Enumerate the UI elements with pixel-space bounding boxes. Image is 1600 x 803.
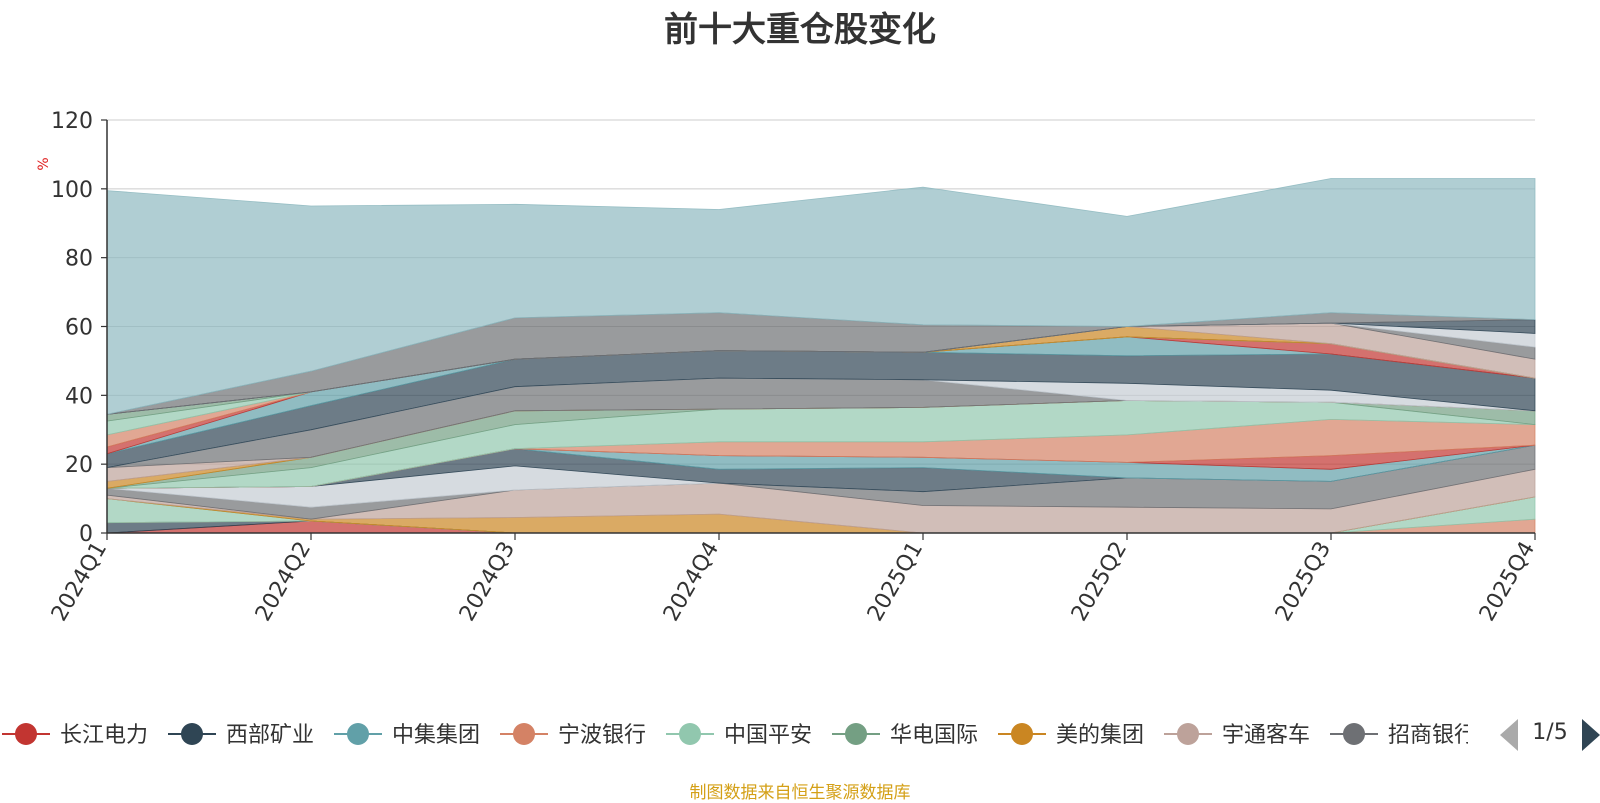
legend-item[interactable]: 西部矿业 [168, 723, 314, 748]
legend-item[interactable]: 宁波银行 [500, 723, 646, 748]
x-tick-label: 2025Q3 [1271, 538, 1336, 626]
legend-items: 长江电力西部矿业中集集团宁波银行中国平安华电国际美的集团宇通客车招商银行上汽集团… [2, 723, 1476, 748]
legend-label: 美的集团 [1056, 723, 1144, 748]
legend-label: 中集集团 [392, 723, 480, 748]
legend-item[interactable]: 美的集团 [998, 723, 1144, 748]
legend-label: 华电国际 [890, 723, 978, 748]
y-tick-label: 80 [65, 247, 93, 272]
legend-item[interactable]: 中集集团 [334, 723, 480, 748]
x-tick-label: 2024Q1 [47, 538, 112, 626]
legend-item[interactable]: 华电国际 [832, 723, 978, 748]
x-tick-label: 2025Q4 [1475, 538, 1540, 626]
legend-marker-icon [679, 723, 701, 745]
legend-marker-icon [513, 723, 535, 745]
legend-item[interactable]: 宇通客车 [1164, 723, 1310, 748]
y-tick-label: 20 [65, 453, 93, 478]
legend-label: 长江电力 [60, 723, 148, 748]
source-note: 制图数据来自恒生聚源数据库 [689, 783, 911, 803]
legend-marker-icon [1177, 723, 1199, 745]
x-tick-label: 2025Q1 [863, 538, 928, 626]
y-axis-label: % [36, 157, 52, 170]
legend-item[interactable]: 长江电力 [2, 723, 148, 748]
legend-page-indicator: 1/5 [1532, 720, 1568, 745]
legend-label: 宇通客车 [1222, 723, 1310, 748]
legend-marker-icon [1343, 723, 1365, 745]
legend-label: 宁波银行 [558, 723, 646, 748]
legend-prev-icon[interactable] [1500, 719, 1518, 751]
legend-marker-icon [347, 723, 369, 745]
x-tick-label: 2024Q4 [659, 538, 724, 626]
legend-marker-icon [1011, 723, 1033, 745]
legend-marker-icon [15, 723, 37, 745]
legend-next-icon[interactable] [1582, 719, 1600, 751]
legend-layer: 长江电力西部矿业中集集团宁波银行中国平安华电国际美的集团宇通客车招商银行上汽集团… [2, 723, 1476, 748]
y-tick-label: 40 [65, 384, 93, 409]
y-tick-label: 120 [51, 109, 93, 134]
y-tick-label: 0 [79, 522, 93, 547]
area-layer [106, 178, 1536, 534]
y-tick-label: 60 [65, 316, 93, 341]
legend-item[interactable]: 招商银行 [1330, 723, 1476, 748]
legend-label: 招商银行 [1388, 723, 1476, 748]
area-series [106, 178, 1536, 415]
legend-label: 西部矿业 [226, 723, 314, 748]
legend-marker-icon [181, 723, 203, 745]
legend-item[interactable]: 中国平安 [666, 723, 812, 748]
x-tick-label: 2024Q2 [251, 538, 316, 626]
legend-pager: 1/5 [1500, 719, 1600, 753]
x-tick-label: 2024Q3 [455, 538, 520, 626]
chart-title: 前十大重仓股变化 [664, 10, 936, 50]
y-tick-label: 100 [51, 178, 93, 203]
x-tick-label: 2025Q2 [1067, 538, 1132, 626]
legend-label: 中国平安 [724, 723, 812, 748]
legend-marker-icon [845, 723, 867, 745]
